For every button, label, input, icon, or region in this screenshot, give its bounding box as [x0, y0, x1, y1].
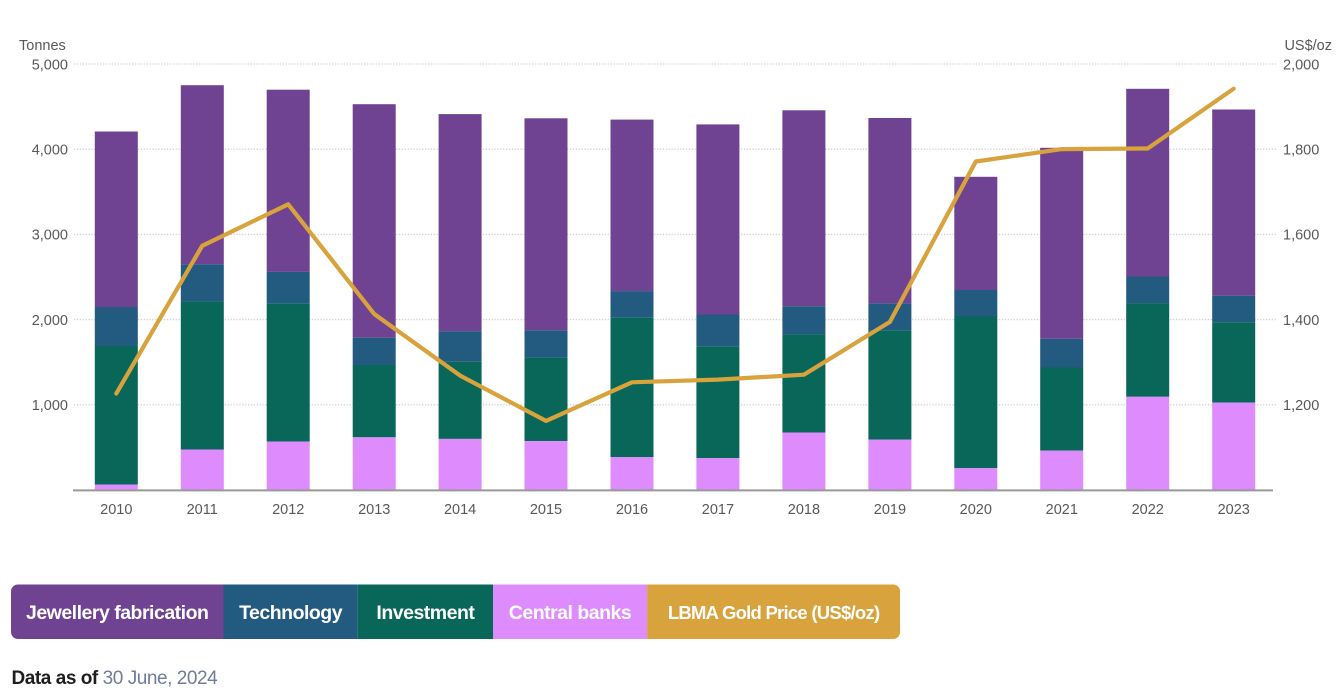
svg-text:Technology: Technology — [239, 602, 343, 624]
svg-text:2019: 2019 — [874, 502, 906, 518]
svg-text:2012: 2012 — [272, 502, 304, 518]
svg-text:2018: 2018 — [788, 502, 820, 518]
svg-text:4,000: 4,000 — [32, 143, 68, 159]
svg-text:1,800: 1,800 — [1283, 143, 1319, 159]
svg-text:Central banks: Central banks — [509, 602, 632, 624]
svg-text:2014: 2014 — [444, 502, 476, 518]
svg-text:2020: 2020 — [960, 502, 992, 518]
svg-text:2,000: 2,000 — [1283, 57, 1319, 73]
svg-text:5,000: 5,000 — [32, 57, 68, 73]
svg-text:2021: 2021 — [1046, 502, 1078, 518]
svg-text:2022: 2022 — [1132, 502, 1164, 518]
svg-text:2017: 2017 — [702, 502, 734, 518]
svg-text:Jewellery fabrication: Jewellery fabrication — [26, 602, 208, 624]
svg-text:2,000: 2,000 — [32, 313, 68, 329]
svg-text:2011: 2011 — [187, 502, 218, 518]
svg-text:1,600: 1,600 — [1283, 228, 1319, 244]
svg-text:Investment: Investment — [376, 602, 475, 624]
svg-text:US$/oz: US$/oz — [1284, 38, 1332, 54]
svg-text:1,000: 1,000 — [32, 398, 68, 414]
svg-text:2016: 2016 — [616, 502, 648, 518]
svg-text:2013: 2013 — [358, 502, 390, 518]
svg-text:1,200: 1,200 — [1283, 398, 1319, 414]
svg-text:Data as of 30 June, 2024: Data as of 30 June, 2024 — [12, 668, 219, 689]
svg-text:2010: 2010 — [100, 502, 132, 518]
svg-text:LBMA Gold Price (US$/oz): LBMA Gold Price (US$/oz) — [668, 602, 880, 623]
svg-text:2015: 2015 — [530, 502, 562, 518]
svg-text:2023: 2023 — [1218, 502, 1250, 518]
svg-text:3,000: 3,000 — [32, 228, 68, 244]
svg-text:1,400: 1,400 — [1283, 313, 1319, 329]
svg-text:Tonnes: Tonnes — [19, 38, 66, 54]
